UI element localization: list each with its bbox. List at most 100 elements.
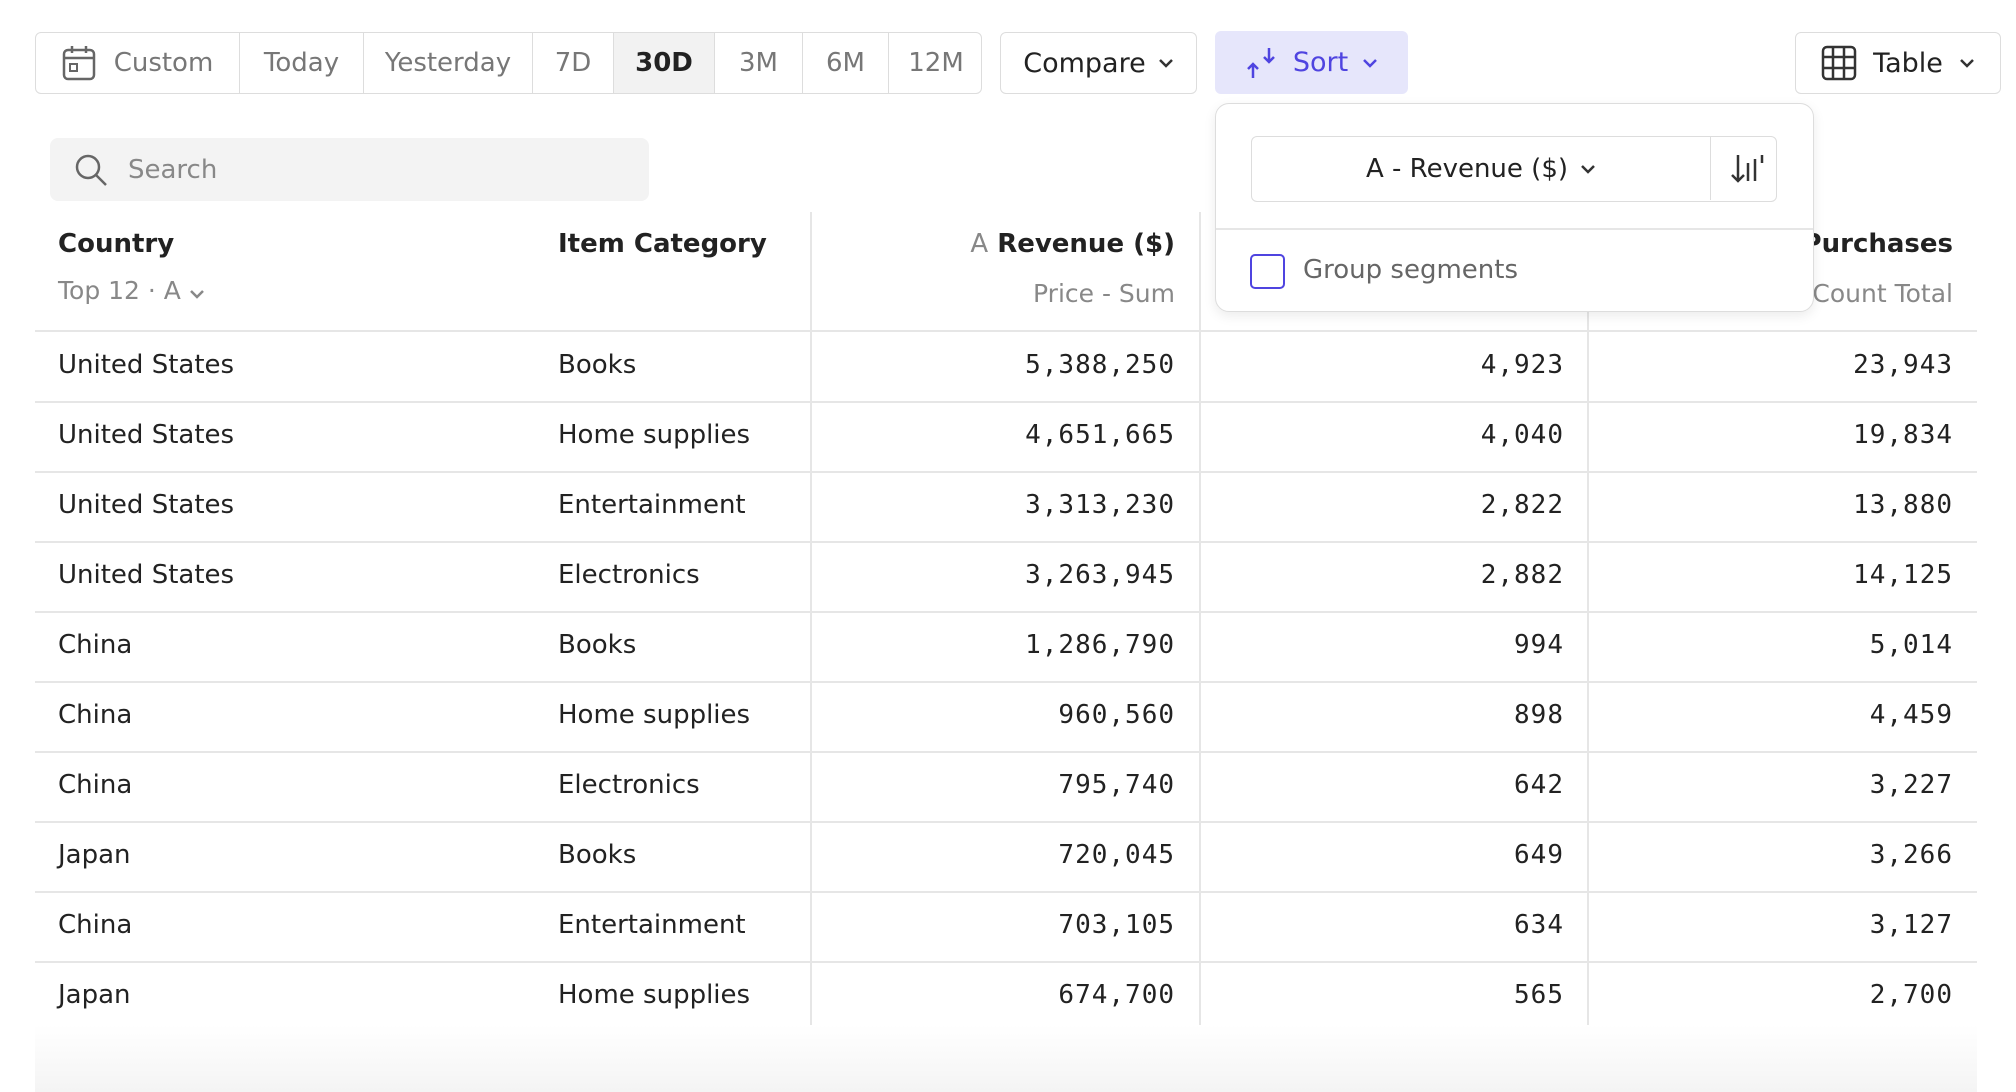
chevron <box>1158 59 1173 68</box>
cell-item-category: Books <box>558 350 637 380</box>
group-segments-checkbox[interactable] <box>1250 254 1285 289</box>
cell-item-category: Electronics <box>558 770 700 800</box>
cell-number: 3,266 <box>1869 840 1953 870</box>
row-border <box>35 401 1977 403</box>
cell-country: United States <box>58 420 235 450</box>
cell-number: 13,880 <box>1853 490 1953 520</box>
sort-popup: A - Revenue ($) Group segments <box>1215 103 1814 312</box>
calendar-icon <box>62 46 95 81</box>
chevron <box>1581 164 1595 174</box>
cell-country: Japan <box>58 980 131 1010</box>
header-border <box>35 330 1977 332</box>
table-icon <box>1821 45 1857 81</box>
cell-number: 5,014 <box>1869 630 1953 660</box>
sort-by-dropdown[interactable]: A - Revenue ($) <box>1251 136 1777 202</box>
cell-number: 3,313,230 <box>1025 490 1175 520</box>
cell-number: 994 <box>1514 630 1564 660</box>
date-range-label: 3M <box>739 48 778 78</box>
cell-number: 898 <box>1514 700 1564 730</box>
chevron <box>1363 58 1378 68</box>
cell-number: 1,286,790 <box>1025 630 1175 660</box>
cell-number: 2,700 <box>1869 980 1953 1010</box>
row-border <box>35 681 1977 683</box>
cell-item-category: Books <box>558 630 637 660</box>
sort-by-label: A - Revenue ($) <box>1365 153 1569 184</box>
date-range-button[interactable]: 30D <box>614 33 715 93</box>
cell-number: 23,943 <box>1853 350 1953 380</box>
column-divider <box>810 212 812 1025</box>
date-range-label: Yesterday <box>384 48 512 78</box>
cell-number: 4,923 <box>1480 350 1564 380</box>
date-range-label: Today <box>263 48 340 78</box>
header-item-category[interactable]: Item Category <box>558 229 767 259</box>
cell-number: 4,651,665 <box>1025 420 1175 450</box>
sort-label: Sort <box>1292 47 1349 78</box>
sort-button[interactable]: Sort <box>1215 31 1408 94</box>
cell-number: 642 <box>1514 770 1564 800</box>
cell-country: China <box>58 910 133 940</box>
cell-number: 703,105 <box>1058 910 1175 940</box>
cell-number: 795,740 <box>1058 770 1175 800</box>
date-range-label: 6M <box>826 48 865 78</box>
cell-country: United States <box>58 490 235 520</box>
group-segments-label[interactable]: Group segments <box>1303 255 1519 285</box>
cell-number: 634 <box>1514 910 1564 940</box>
date-range-label: 12M <box>908 48 964 78</box>
date-range-button[interactable]: Custom <box>36 33 240 93</box>
header-revenue[interactable]: Revenue ($) <box>997 229 1175 259</box>
row-border <box>35 891 1977 893</box>
search-box[interactable]: Search <box>50 138 649 201</box>
view-label: Table <box>1873 47 1943 79</box>
cell-number: 674,700 <box>1058 980 1175 1010</box>
cell-number: 4,459 <box>1869 700 1953 730</box>
row-border <box>35 611 1977 613</box>
date-range-button[interactable]: 6M <box>803 33 889 93</box>
footer-shade <box>35 1025 1977 1092</box>
cell-country: United States <box>58 350 235 380</box>
date-range-label: 30D <box>635 48 693 78</box>
header-country[interactable]: Country <box>58 229 175 259</box>
cell-number: 960,560 <box>1058 700 1175 730</box>
compare-label: Compare <box>1023 47 1146 79</box>
column-divider <box>1587 212 1589 1025</box>
top-filter: Top 12 · A <box>58 276 181 305</box>
cell-number: 3,127 <box>1869 910 1953 940</box>
cell-number: 2,882 <box>1480 560 1564 590</box>
popup-divider <box>1216 228 1813 230</box>
cell-item-category: Home supplies <box>558 420 751 450</box>
date-range-button[interactable]: Today <box>240 33 364 93</box>
header-prefix: A <box>970 229 989 259</box>
row-border <box>35 961 1977 963</box>
cell-item-category: Home supplies <box>558 700 751 730</box>
date-range-button[interactable]: Yesterday <box>364 33 533 93</box>
view-button[interactable]: Table <box>1795 32 2001 94</box>
cell-number: 19,834 <box>1853 420 1953 450</box>
row-border <box>35 751 1977 753</box>
sort-direction[interactable] <box>1730 151 1764 187</box>
cell-number: 720,045 <box>1058 840 1175 870</box>
header-country-sub[interactable]: Top 12 · A <box>58 276 205 305</box>
cell-item-category: Entertainment <box>558 490 746 520</box>
cell-number: 14,125 <box>1853 560 1953 590</box>
header-purchases-sub: Count Total <box>1812 279 1953 308</box>
cell-item-category: Entertainment <box>558 910 746 940</box>
cell-number: 3,263,945 <box>1025 560 1175 590</box>
cell-number: 2,822 <box>1480 490 1564 520</box>
compare-button[interactable]: Compare <box>1000 32 1197 94</box>
cell-country: Japan <box>58 840 131 870</box>
date-range-label: Custom <box>113 48 214 78</box>
cell-country: China <box>58 630 133 660</box>
row-border <box>35 471 1977 473</box>
sort-icon <box>1246 47 1275 78</box>
date-range-group: Custom Today Yesterday 7D 30D 3M 6M 12M <box>35 32 982 94</box>
header-revenue-sub: Price - Sum <box>1033 279 1175 308</box>
date-range-button[interactable]: 12M <box>889 33 981 93</box>
cell-item-category: Books <box>558 840 637 870</box>
row-border <box>35 821 1977 823</box>
cell-item-category: Electronics <box>558 560 700 590</box>
date-range-button[interactable]: 3M <box>715 33 803 93</box>
date-range-button[interactable]: 7D <box>533 33 614 93</box>
cell-number: 3,227 <box>1869 770 1953 800</box>
cell-country: United States <box>58 560 235 590</box>
